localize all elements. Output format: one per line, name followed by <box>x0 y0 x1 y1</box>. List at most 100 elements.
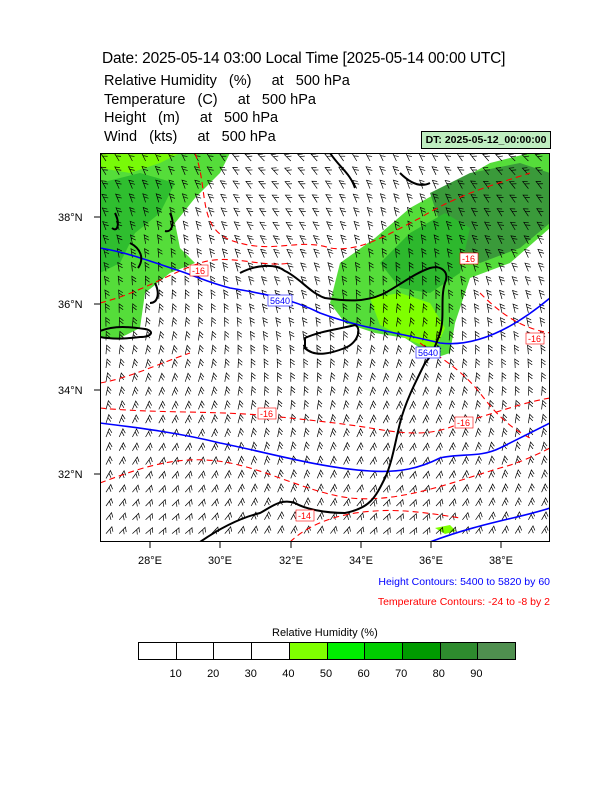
wind-barb <box>316 469 324 479</box>
wind-barb <box>421 261 427 272</box>
wind-barb <box>132 372 139 382</box>
wind-barb <box>314 275 321 286</box>
wind-barb <box>145 498 153 507</box>
wind-barb <box>145 275 150 286</box>
lon-label-36: 36°E <box>419 555 443 567</box>
wind-barb <box>211 484 219 493</box>
wind-barb <box>501 525 509 534</box>
wind-barb <box>488 427 495 438</box>
wind-barb <box>263 344 269 355</box>
wind-barb <box>365 179 373 189</box>
wind-barb <box>132 358 138 369</box>
wind-barb <box>521 153 530 162</box>
wind-barb <box>382 261 388 272</box>
lon-label-30: 30°E <box>208 555 232 567</box>
wind-barb <box>222 275 229 286</box>
wind-barb <box>224 525 233 534</box>
wind-barb <box>145 344 152 355</box>
wind-barb <box>143 220 150 231</box>
wind-barb <box>534 153 543 162</box>
wind-barb <box>260 248 267 258</box>
wind-barb <box>435 484 444 493</box>
wind-barb <box>132 470 140 479</box>
wind-barb <box>223 289 229 300</box>
wind-barb <box>448 400 456 410</box>
wind-barb <box>356 358 363 369</box>
wind-barb <box>356 414 364 424</box>
wind-barb <box>184 316 191 327</box>
wind-barb <box>488 358 494 369</box>
temp-label: -14 <box>298 511 311 521</box>
wind-barb <box>101 207 109 217</box>
wind-barb <box>448 456 456 465</box>
wind-barb <box>396 386 403 396</box>
wind-barb <box>303 427 310 438</box>
wind-barb <box>271 194 280 203</box>
wind-barb <box>456 166 465 175</box>
wind-barb <box>211 372 218 382</box>
wind-barb <box>285 235 293 244</box>
wind-barb <box>457 180 465 189</box>
wind-barb <box>382 372 390 382</box>
wind-barb <box>330 441 337 451</box>
wind-barb <box>198 400 205 410</box>
wind-barb <box>420 220 427 231</box>
wind-barb <box>145 316 151 327</box>
wind-barb <box>246 235 254 244</box>
wind-barb <box>237 455 245 465</box>
wind-barb <box>535 181 543 189</box>
wind-barb <box>470 194 478 203</box>
colorbar-label: 60 <box>357 668 370 680</box>
wind-barb <box>343 330 348 341</box>
wind-barb <box>524 276 532 286</box>
wind-barb <box>462 427 469 438</box>
wind-barb <box>105 483 113 493</box>
wind-barb <box>444 166 452 175</box>
wind-barb <box>328 289 334 300</box>
wind-barb <box>158 442 166 451</box>
wind-barb <box>537 248 545 258</box>
height-label: 5640 <box>270 296 290 306</box>
wind-barb <box>211 344 217 355</box>
wind-barb <box>257 167 266 176</box>
wind-barb <box>342 303 348 313</box>
wind-barb <box>486 289 493 300</box>
wind-barb <box>272 221 280 231</box>
wind-barb <box>343 455 351 465</box>
wind-barb <box>356 512 365 521</box>
wind-barb <box>105 511 114 521</box>
wind-barb <box>396 400 403 410</box>
wind-barb <box>250 399 257 410</box>
wind-barb <box>353 220 360 231</box>
wind-barb <box>470 207 478 217</box>
wind-barb <box>257 153 266 162</box>
wind-barb <box>170 234 176 244</box>
wind-barb <box>198 330 204 341</box>
wind-barb <box>250 483 258 493</box>
wind-barb <box>499 303 506 313</box>
wind-barb <box>406 206 413 217</box>
wind-barb <box>132 316 138 327</box>
wind-barb <box>422 330 429 341</box>
temp-label: -16 <box>457 418 470 428</box>
colorbar-label: 50 <box>319 668 333 680</box>
wind-barb <box>105 413 112 424</box>
wind-barb <box>462 511 470 521</box>
wind-barb <box>198 344 204 355</box>
wind-barb <box>369 414 377 424</box>
wind-barb <box>501 413 508 424</box>
wind-barb <box>434 248 440 258</box>
wind-barb <box>118 484 127 493</box>
wind-barb <box>475 497 483 507</box>
wind-barb <box>369 442 377 451</box>
wind-barb <box>195 207 202 217</box>
wind-barb <box>290 399 296 410</box>
wind-barb <box>158 527 167 535</box>
wind-barb <box>219 180 227 189</box>
wind-barb <box>409 513 418 521</box>
wind-barb <box>382 442 391 451</box>
wind-barb <box>475 372 481 382</box>
wind-barb <box>541 525 549 534</box>
wind-barb <box>382 344 389 355</box>
wind-barb <box>343 469 351 479</box>
